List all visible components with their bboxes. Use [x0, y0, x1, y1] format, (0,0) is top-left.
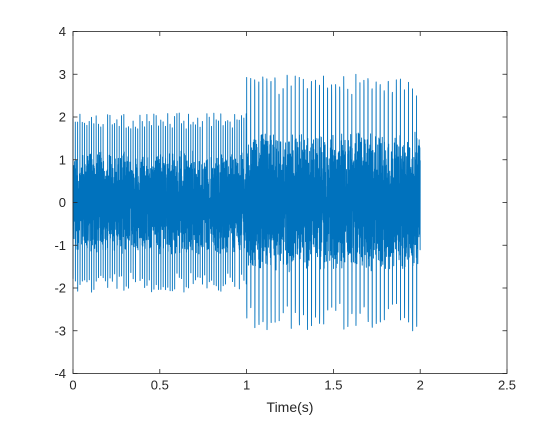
y-tick-label: 0 — [59, 195, 66, 210]
x-tick-label: 2 — [417, 378, 424, 393]
signal-series-line — [72, 73, 421, 332]
y-tick-label: -3 — [54, 323, 66, 338]
x-tick-label: 0.5 — [151, 378, 169, 393]
y-tick-label: 2 — [59, 110, 66, 125]
y-tick-label: -4 — [54, 366, 66, 381]
y-tick-label: -2 — [54, 281, 66, 296]
series-layer — [72, 73, 421, 332]
x-axis-label: Time(s) — [267, 399, 314, 415]
x-tick-label: 0 — [69, 378, 76, 393]
x-tick-label: 1 — [243, 378, 250, 393]
y-tick-label: 4 — [59, 24, 66, 39]
y-tick-label: 1 — [59, 152, 66, 167]
x-tick-label: 2.5 — [498, 378, 516, 393]
x-axis-ticks: 0 0.5 1 1.5 2 2.5 — [69, 31, 516, 393]
x-tick-label: 1.5 — [324, 378, 342, 393]
y-tick-label: -1 — [54, 238, 66, 253]
y-axis-ticks: -4 -3 -2 -1 0 1 2 3 4 — [54, 24, 507, 381]
y-tick-label: 3 — [59, 67, 66, 82]
